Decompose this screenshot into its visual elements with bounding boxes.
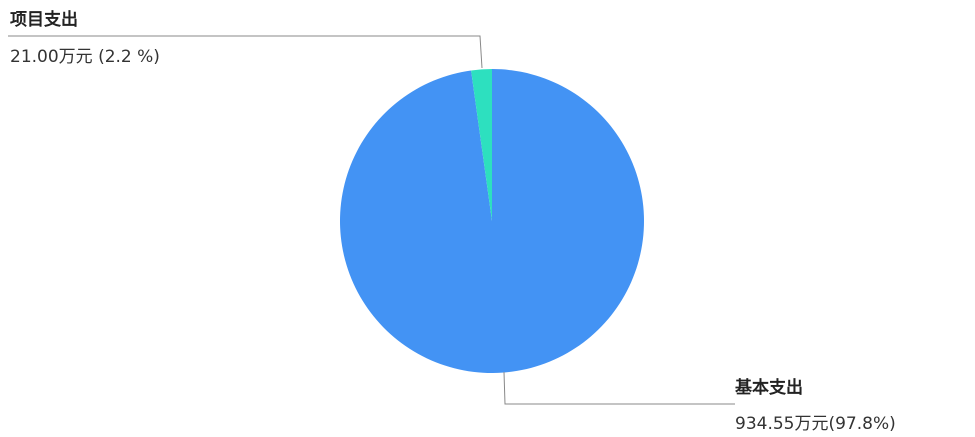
- slice-name-label-1: 项目支出: [10, 9, 78, 30]
- leader-line-slice-1: [8, 35, 483, 69]
- slice-name-label-0: 基本支出: [734, 377, 803, 398]
- slice-labels: 基本支出 934.55万元(97.8%) 项目支出 21.00万元 (2.2 %…: [10, 9, 896, 434]
- pie-slice-项目支出[interactable]: [471, 69, 492, 221]
- slice-value-label-1: 21.00万元 (2.2 %): [10, 47, 160, 67]
- pie-slice-基本支出[interactable]: [340, 69, 644, 373]
- pie-slices: [340, 69, 644, 373]
- leader-line-slice-0: [503, 371, 735, 405]
- slice-value-label-0: 934.55万元(97.8%): [735, 414, 896, 434]
- leader-lines: [8, 35, 735, 405]
